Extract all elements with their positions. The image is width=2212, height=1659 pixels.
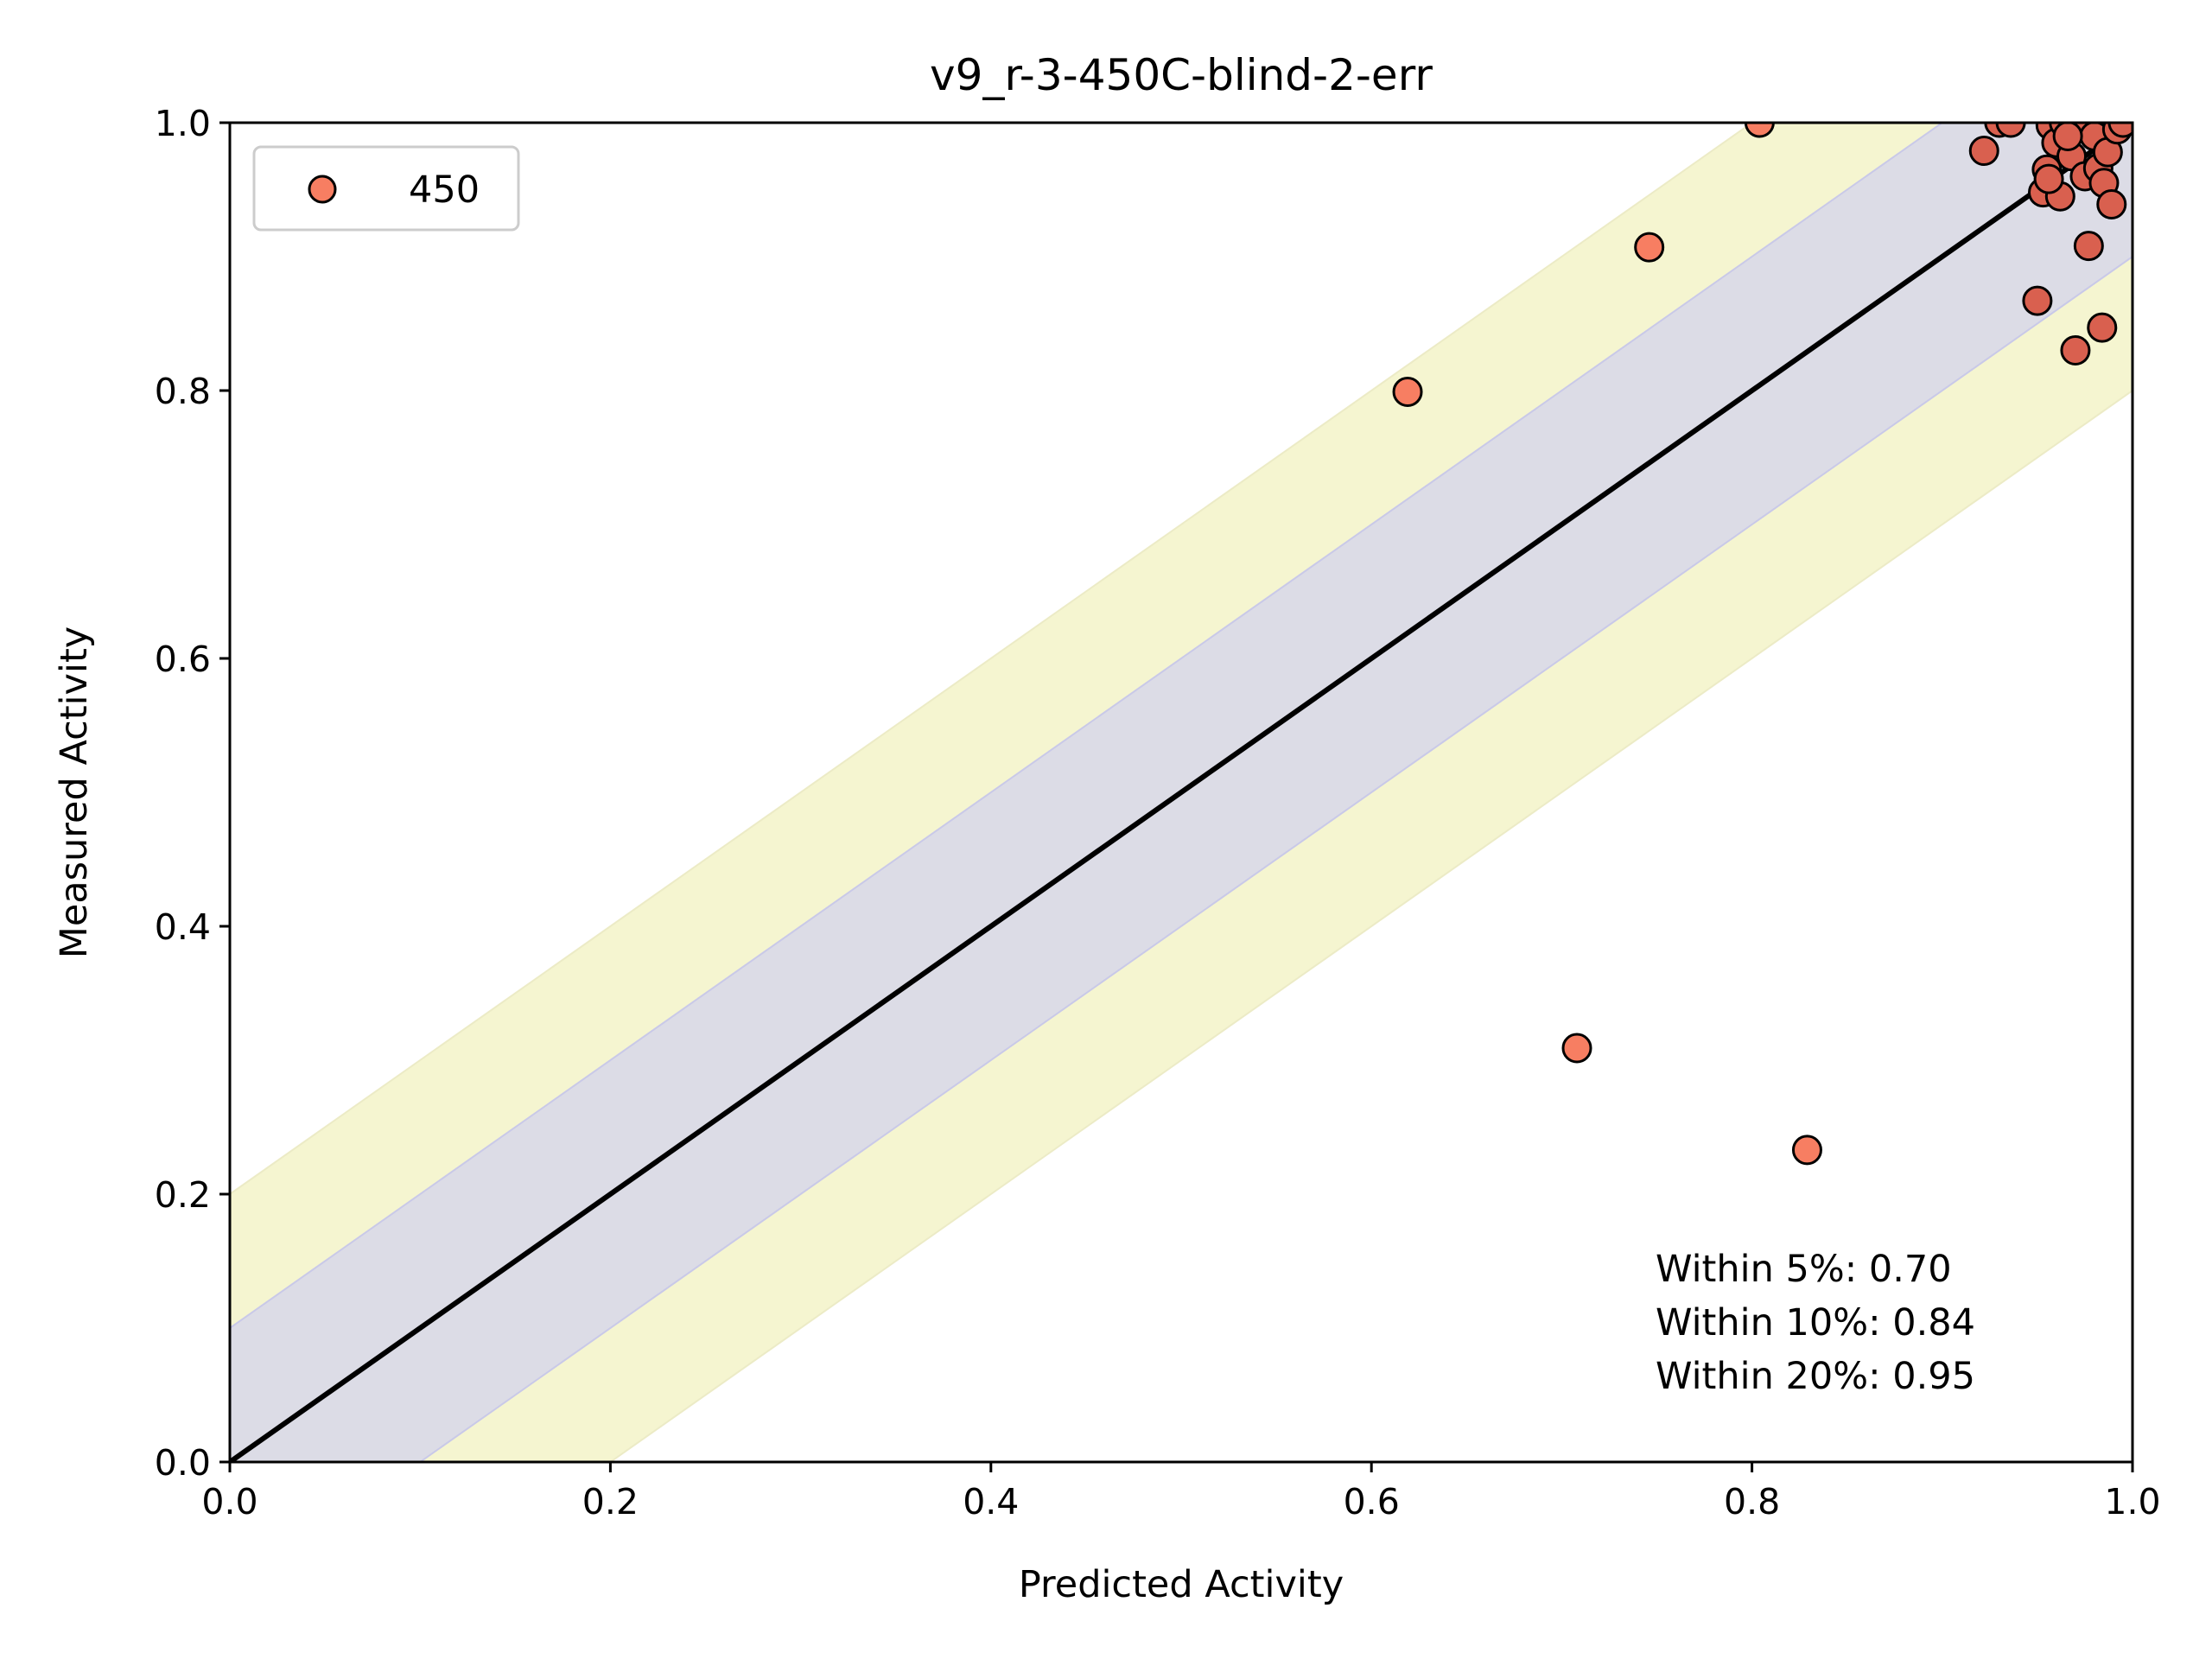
y-tick-label: 0.0 [155, 1442, 211, 1484]
legend-entry-label: 450 [409, 168, 480, 212]
x-axis-label: Predicted Activity [1019, 1563, 1344, 1606]
legend-box [252, 145, 520, 232]
data-point [1744, 123, 1775, 138]
legend-marker [308, 175, 337, 204]
identity-line [230, 123, 2133, 1462]
stats-annotation: Within 5%: 0.70 Within 10%: 0.84 Within … [1656, 1248, 1975, 1398]
x-tick-label: 0.6 [1344, 1481, 1400, 1522]
data-point [1995, 123, 2026, 138]
data-point [2096, 189, 2127, 220]
data-point [2022, 285, 2053, 316]
data-point [2033, 163, 2064, 194]
data-point [2087, 312, 2118, 343]
x-tick-label: 0.4 [963, 1481, 1019, 1522]
y-tick-label: 0.2 [155, 1174, 211, 1216]
y-axis-label: Measured Activity [53, 626, 96, 959]
scatter-points [1392, 123, 2133, 1166]
x-tick-label: 0.0 [201, 1481, 257, 1522]
data-point [2073, 231, 2104, 262]
y-tick-label: 1.0 [155, 103, 211, 144]
data-point [1634, 232, 1665, 263]
x-tick-label: 0.2 [582, 1481, 639, 1522]
x-tick-label: 0.8 [1724, 1481, 1780, 1522]
data-point [1968, 136, 1999, 167]
data-point [1791, 1135, 1822, 1166]
y-tick-label: 0.6 [155, 639, 211, 680]
stats-line-5: Within 5%: 0.70 [1656, 1248, 1952, 1291]
stats-line-20: Within 20%: 0.95 [1656, 1355, 1975, 1398]
data-point [1392, 377, 1423, 408]
data-point [1561, 1033, 1592, 1064]
x-tick-label: 1.0 [2104, 1481, 2160, 1522]
data-point [2052, 123, 2083, 151]
y-axis: 0.0 0.2 0.4 0.6 0.8 1.0 [155, 103, 230, 1484]
data-point [2107, 123, 2133, 138]
chart-title: v9_r-3-450C-blind-2-err [930, 50, 1433, 100]
legend: 450 [252, 145, 520, 232]
x-axis: 0.0 0.2 0.4 0.6 0.8 1.0 [201, 1462, 2161, 1522]
y-tick-label: 0.8 [155, 371, 211, 412]
y-tick-label: 0.4 [155, 906, 211, 948]
data-point [2060, 335, 2091, 365]
stats-line-10: Within 10%: 0.84 [1656, 1301, 1975, 1344]
plot-frame [228, 121, 2134, 1464]
